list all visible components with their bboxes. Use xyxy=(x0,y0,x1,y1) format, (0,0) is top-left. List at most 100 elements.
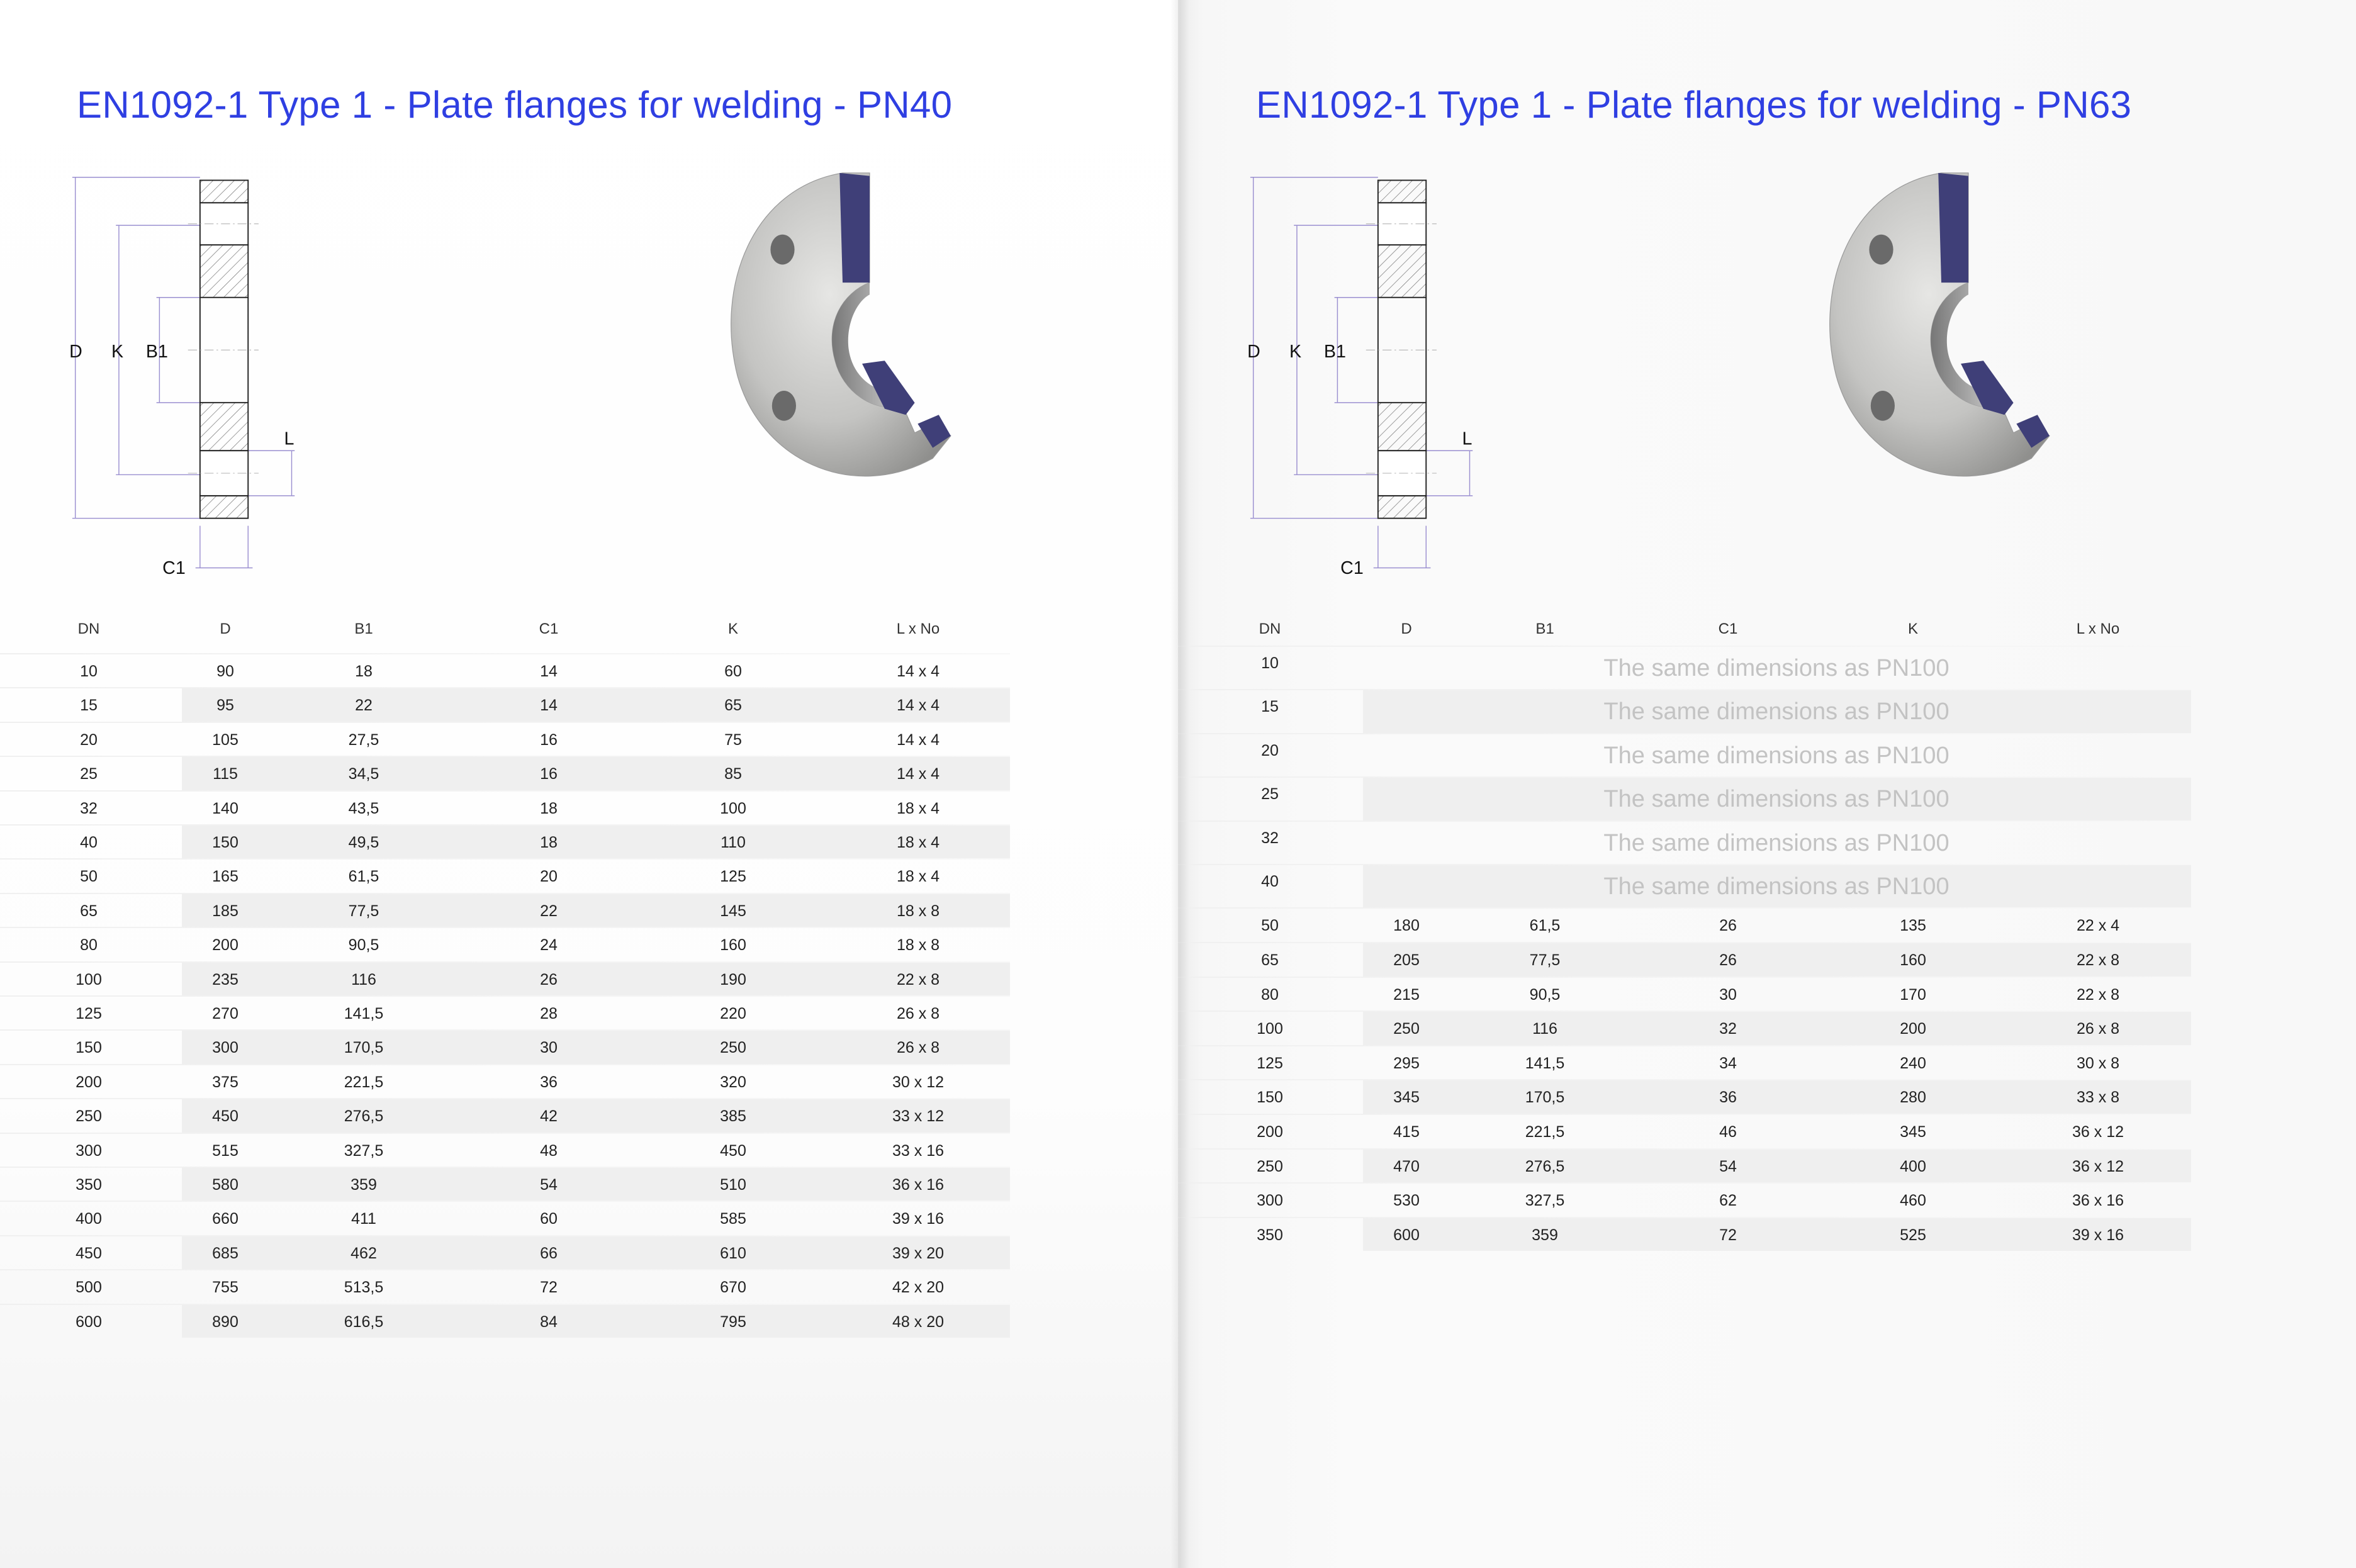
cell-b1: 43,5 xyxy=(348,799,379,817)
cell-k: 60 xyxy=(724,663,742,680)
cell-l-x-no: 48 x 20 xyxy=(892,1313,945,1331)
row-stripe xyxy=(1363,1012,2191,1045)
row-divider xyxy=(0,1235,1010,1236)
cell-d: 450 xyxy=(212,1107,238,1126)
cell-k: 525 xyxy=(1900,1226,1926,1244)
cell-c1: 14 xyxy=(540,697,558,715)
row-divider xyxy=(0,1167,1010,1168)
cell-c1: 36 xyxy=(1719,1089,1737,1107)
cell-k: 160 xyxy=(720,936,746,955)
label-l: L xyxy=(284,429,294,449)
cell-b1: 116 xyxy=(351,970,376,988)
cell-l-x-no: 26 x 8 xyxy=(896,1005,940,1022)
label-b1: B1 xyxy=(146,342,168,362)
cell-c1: 24 xyxy=(540,936,558,955)
cell-l-x-no: 36 x 12 xyxy=(2072,1157,2124,1175)
cell-l-x-no: 39 x 20 xyxy=(892,1244,945,1262)
same-dimensions-note: The same dimensions as PN100 xyxy=(1603,698,1949,725)
cell-b1: 22 xyxy=(355,697,373,715)
cell-b1: 327,5 xyxy=(344,1141,384,1160)
cell-k: 75 xyxy=(724,731,742,749)
column-header-l-x-no: L x No xyxy=(896,620,940,637)
cell-dn: 32 xyxy=(80,799,98,817)
flange-3d-render xyxy=(1791,150,2092,511)
cell-dn: 350 xyxy=(76,1176,102,1194)
cell-k: 65 xyxy=(724,697,742,715)
cut-face-top xyxy=(1938,172,1968,283)
cell-dn: 200 xyxy=(76,1073,102,1091)
row-divider xyxy=(0,790,1010,792)
row-divider xyxy=(1178,1114,2191,1115)
cell-d: 205 xyxy=(1393,951,1420,969)
cell-l-x-no: 33 x 8 xyxy=(2076,1089,2120,1107)
cell-d: 150 xyxy=(212,834,238,851)
cell-k: 320 xyxy=(720,1073,746,1091)
cell-b1: 18 xyxy=(355,663,373,680)
cell-d: 180 xyxy=(1393,917,1420,935)
cell-d: 600 xyxy=(1393,1226,1420,1244)
row-stripe xyxy=(182,1236,1010,1270)
row-stripe xyxy=(1363,1080,2191,1114)
row-stripe xyxy=(1363,778,2191,820)
cell-l-x-no: 26 x 8 xyxy=(2076,1020,2120,1038)
label-c1: C1 xyxy=(162,558,186,578)
row-divider xyxy=(0,721,1010,723)
cell-b1: 359 xyxy=(351,1176,377,1194)
cell-b1: 327,5 xyxy=(1525,1192,1565,1210)
row-divider xyxy=(0,892,1010,894)
same-dimensions-note: The same dimensions as PN100 xyxy=(1603,829,1949,856)
row-divider xyxy=(1178,1182,2191,1184)
cell-b1: 276,5 xyxy=(344,1107,384,1126)
cell-d: 250 xyxy=(1393,1020,1420,1038)
cell-b1: 77,5 xyxy=(1529,951,1561,969)
cell-k: 110 xyxy=(721,834,746,851)
row-stripe xyxy=(1363,943,2191,977)
column-header-d: D xyxy=(1401,620,1412,637)
column-header-d: D xyxy=(220,620,231,637)
label-d: D xyxy=(69,342,82,362)
flange-section-diagram: D K B1 L C1 xyxy=(0,0,316,601)
cell-k: 100 xyxy=(720,799,746,817)
cell-dn: 50 xyxy=(1261,917,1279,935)
row-divider xyxy=(1178,942,2191,943)
row-divider xyxy=(0,687,1010,689)
cell-c1: 72 xyxy=(1719,1226,1737,1244)
cell-l-x-no: 18 x 8 xyxy=(896,936,940,955)
cell-c1: 20 xyxy=(540,868,558,886)
cell-dn: 350 xyxy=(1257,1226,1283,1244)
cell-dn: 150 xyxy=(1257,1089,1283,1107)
cell-l-x-no: 18 x 4 xyxy=(896,868,940,886)
cell-c1: 18 xyxy=(540,834,558,851)
cell-d: 270 xyxy=(212,1005,238,1022)
cell-c1: 26 xyxy=(1719,917,1737,935)
flange-section-diagram: D K B1 L C1 xyxy=(1178,0,1494,601)
cell-c1: 42 xyxy=(540,1107,558,1126)
row-stripe xyxy=(182,893,1010,927)
cell-dn: 15 xyxy=(80,697,98,715)
row-stripe xyxy=(182,962,1010,995)
label-b1: B1 xyxy=(1324,342,1346,362)
cell-c1: 30 xyxy=(540,1039,558,1057)
label-k: K xyxy=(1289,342,1301,362)
row-stripe xyxy=(182,1304,1010,1338)
cell-c1: 26 xyxy=(540,970,558,988)
cell-b1: 90,5 xyxy=(348,936,379,955)
cell-k: 170 xyxy=(1900,985,1926,1004)
row-divider xyxy=(0,858,1010,860)
cut-face-bottom xyxy=(1961,361,2014,415)
row-divider xyxy=(1178,1011,2191,1012)
same-dimensions-note: The same dimensions as PN100 xyxy=(1603,655,1949,681)
row-divider xyxy=(1178,864,2191,865)
cell-dn: 450 xyxy=(76,1244,102,1262)
row-divider xyxy=(0,653,1010,654)
cell-d: 530 xyxy=(1393,1192,1420,1210)
cell-b1: 61,5 xyxy=(1529,917,1561,935)
row-divider xyxy=(0,961,1010,963)
cell-b1: 276,5 xyxy=(1525,1157,1565,1175)
cell-dn: 400 xyxy=(76,1210,102,1228)
label-c1: C1 xyxy=(1340,558,1364,578)
cell-dn: 25 xyxy=(80,765,98,783)
cell-l-x-no: 22 x 8 xyxy=(896,970,940,988)
row-divider xyxy=(1178,1148,2191,1150)
row-divider xyxy=(1178,1044,2191,1046)
